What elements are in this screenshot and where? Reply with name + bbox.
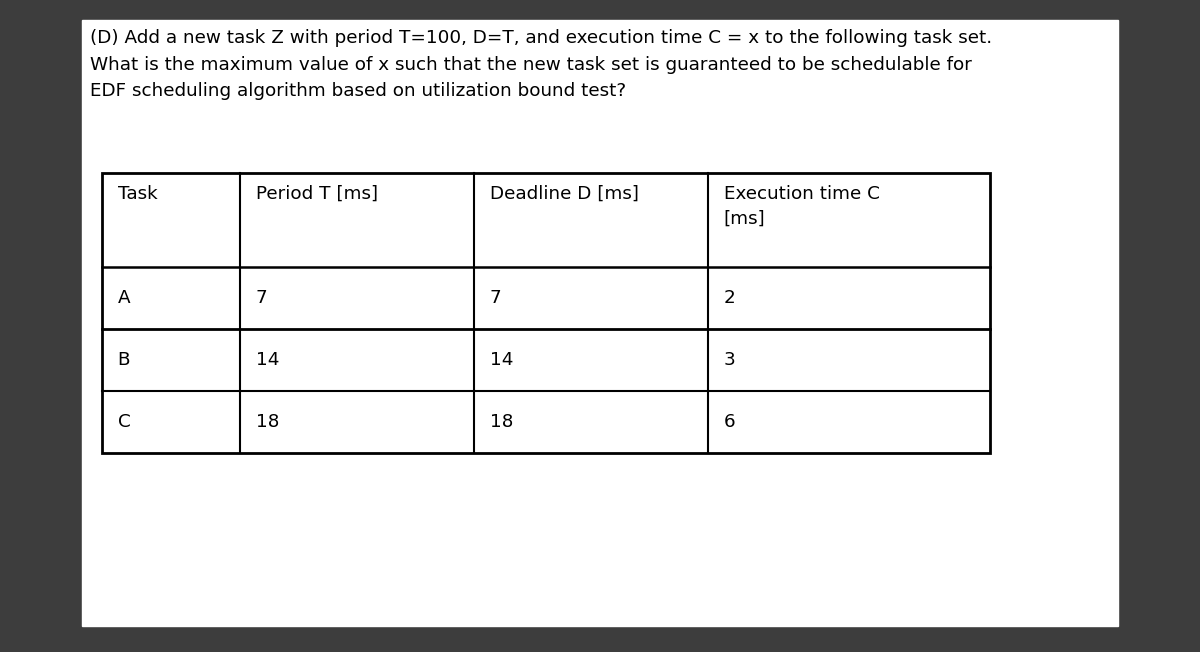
Text: Deadline D [ms]: Deadline D [ms]: [490, 185, 638, 203]
Text: (D) Add a new task Z with period T=100, D=T, and execution time C = x to the fol: (D) Add a new task Z with period T=100, …: [90, 29, 992, 100]
Text: A: A: [118, 289, 131, 307]
Text: B: B: [118, 351, 130, 369]
Text: 14: 14: [256, 351, 278, 369]
Bar: [102, 173, 990, 453]
Text: 7: 7: [256, 289, 268, 307]
Text: 18: 18: [490, 413, 512, 431]
Text: 18: 18: [256, 413, 278, 431]
Text: C: C: [118, 413, 131, 431]
Text: 6: 6: [724, 413, 736, 431]
Text: 7: 7: [490, 289, 502, 307]
Text: Execution time C
[ms]: Execution time C [ms]: [724, 185, 880, 228]
Text: 14: 14: [490, 351, 512, 369]
Text: 2: 2: [724, 289, 736, 307]
Bar: [102, 173, 990, 453]
Text: Period T [ms]: Period T [ms]: [256, 185, 378, 203]
Text: 3: 3: [724, 351, 736, 369]
Text: Task: Task: [118, 185, 157, 203]
